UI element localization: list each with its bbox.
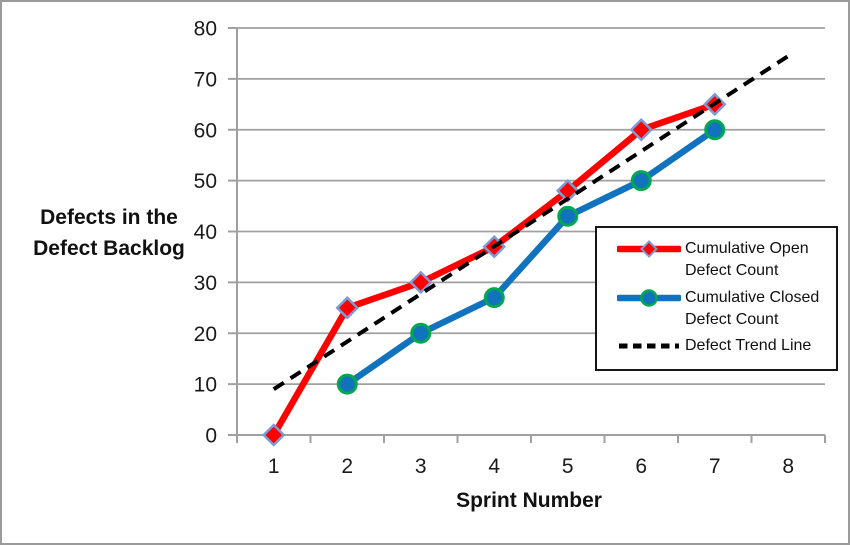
legend-item-open-defects: Cumulative Open Defect Count [617,238,830,282]
marker-circle-cumulative-closed-defect-count [410,322,432,344]
x-tick-label: 7 [709,455,721,478]
y-tick-label: 80 [194,18,217,41]
legend-label-open-defects: Cumulative Open Defect Count [685,240,809,279]
x-tick-label: 1 [268,455,280,478]
x-tick-label: 2 [341,455,353,478]
series-line-cumulative-closed-defect-count [344,126,718,388]
legend-item-trend: Defect Trend Line [617,335,830,357]
legend-swatch-trend-line-icon [619,343,679,349]
series-line-defect-trend-line [272,54,790,391]
y-tick-label: 50 [194,170,217,193]
y-tick-label: 10 [194,374,217,397]
y-tick-label: 30 [194,272,217,295]
y-tick-label: 60 [194,119,217,142]
marker-circle-cumulative-closed-defect-count [630,170,652,192]
marker-diamond-cumulative-open-defect-count [408,270,433,295]
marker-circle-cumulative-closed-defect-count [557,205,579,227]
x-tick-label: 4 [488,455,500,478]
marker-circle-cumulative-closed-defect-count [336,373,358,395]
legend-diamond-marker-icon [640,240,658,258]
y-tick-label: 20 [194,323,217,346]
y-axis-title-line2: Defect Backlog [33,237,185,260]
legend-item-closed-defects: Cumulative Closed Defect Count [617,287,830,331]
legend-swatch-closed-line-icon [617,288,681,307]
x-tick-label: 5 [562,455,574,478]
y-tick-label: 70 [194,68,217,91]
legend-swatch-open-line-icon [617,240,681,258]
x-axis-title: Sprint Number [456,489,602,512]
x-tick-label: 3 [415,455,427,478]
marker-circle-cumulative-closed-defect-count [704,119,726,141]
y-tick-label: 40 [194,221,217,244]
x-tick-label: 6 [635,455,647,478]
x-tick-label: 8 [782,455,794,478]
legend: Cumulative Open Defect Count Cumulative … [595,226,838,371]
marker-diamond-cumulative-open-defect-count [629,117,654,142]
marker-diamond-cumulative-open-defect-count [335,296,360,320]
y-tick-label: 0 [205,425,217,448]
legend-label-closed-defects: Cumulative Closed Defect Count [685,288,820,328]
y-axis-title: Defects in the Defect Backlog [20,202,198,264]
marker-circle-cumulative-closed-defect-count [483,287,505,309]
legend-label-trend: Defect Trend Line [685,337,812,354]
y-axis-title-line1: Defects in the [40,206,178,229]
marker-diamond-cumulative-open-defect-count [261,423,286,447]
legend-circle-marker-icon [640,288,658,307]
